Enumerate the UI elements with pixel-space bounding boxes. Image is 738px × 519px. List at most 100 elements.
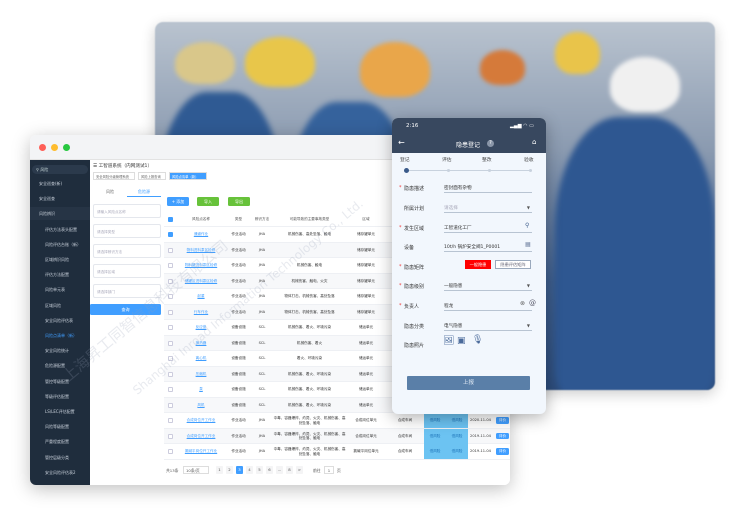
row-checkbox-cell[interactable] [164,351,176,366]
row-checkbox[interactable] [167,325,173,330]
row-checkbox-cell[interactable] [164,367,176,382]
at-contact-icon[interactable]: @ [529,299,536,307]
row-checkbox[interactable] [167,387,173,392]
sidebar-item[interactable]: 区域风险 [45,302,61,308]
page-button[interactable]: 6 [266,466,273,474]
evaluate-button[interactable]: 评价 [495,448,510,455]
row-checkbox[interactable] [167,263,173,268]
row-checkbox[interactable] [167,449,173,454]
evaluate-button[interactable]: 评价 [495,432,510,440]
row-checkbox-cell[interactable] [164,258,176,273]
query-button[interactable]: 查询 [90,304,161,315]
row-checkbox-cell[interactable] [164,336,176,351]
export-button[interactable]: 导出 [228,197,250,206]
sidebar-item[interactable]: 风险辨识 [30,207,90,221]
location-icon[interactable]: ⚲ [525,222,530,229]
row-checkbox-cell[interactable] [164,382,176,397]
risk-point-name-link-text[interactable]: 物料罐进料泵区检修 [184,263,218,268]
row-checkbox[interactable] [167,309,173,315]
row-checkbox-cell[interactable] [164,243,176,258]
page-button[interactable]: 2 [226,466,233,474]
risk-point-name-link-text[interactable]: 风机 [197,402,205,407]
matrix-button[interactable]: 隐患评估矩阵 [495,260,531,269]
field-input[interactable]: 一般隐患 ▼ [444,279,532,291]
page-size-select[interactable]: 10条/页 [183,466,209,474]
sidebar-item[interactable]: 安全风险统计 [45,348,69,354]
scan-icon[interactable]: ▦ [525,241,531,248]
risk-point-name-link-text[interactable]: 离心机 [195,356,207,361]
sidebar-item[interactable]: 危险源配置 [45,363,65,369]
sidebar-item[interactable]: 安全风险评估表 [45,317,73,323]
risk-point-name-link-text[interactable]: 通道作业 [193,232,209,237]
sidebar-item[interactable]: 区域辨识风险 [45,257,69,262]
risk-point-name-link-text[interactable]: 合成岗位开工作业 [186,433,216,438]
row-checkbox[interactable] [167,433,173,439]
sidebar-item[interactable]: 风险评估台账（新） [45,241,81,247]
field-input[interactable]: 10t/h 锅炉安全阀1_P0001 [444,240,532,252]
sidebar-item[interactable]: 风险单元表 [45,287,65,293]
sidebar-item[interactable]: 安全风险评估表2 [45,469,76,475]
field-input[interactable]: 请选择 ▼ [444,201,532,213]
page-button[interactable]: > [296,466,303,474]
row-checkbox-cell[interactable] [164,274,176,289]
row-checkbox[interactable] [167,232,173,237]
page-button[interactable]: 1 [216,466,223,474]
tab-hazard-source[interactable]: 危险源 [127,185,161,197]
sidebar-item[interactable]: 评估方法配置 [45,272,69,278]
evaluate-button[interactable]: 评价 [495,417,510,424]
sidebar-item[interactable]: LS\LEC评估配置 [45,409,75,414]
risk-point-name-link-text[interactable]: 压缩机 [195,371,207,376]
sidebar-item[interactable]: 等级评估配置 [45,393,69,399]
page-button[interactable]: 3 [236,466,243,474]
field-input[interactable]: 密封面有杂物 [444,181,532,193]
filter-input[interactable]: 请输入风险点名称 [93,204,161,218]
sidebar-item[interactable]: 严重程度配置 [45,439,69,445]
select-all-checkbox-cell[interactable] [164,212,176,227]
page-tab[interactable]: 安全风险分级管理系统 [93,172,135,180]
help-icon[interactable]: ? [487,140,494,147]
maximize-window-button[interactable] [63,144,70,151]
field-input[interactable]: 电气隐患 ▼ [444,319,532,331]
row-checkbox-cell[interactable] [164,398,176,413]
add-photo-icon[interactable]: 🖼 [443,336,455,346]
risk-point-name-link-text[interactable]: 起重 [197,294,205,299]
row-checkbox[interactable] [167,340,173,346]
row-checkbox[interactable] [167,294,173,299]
tab-risk[interactable]: 风险 [106,189,114,194]
back-arrow-icon[interactable]: ← [398,138,405,147]
risk-point-name-link-text[interactable]: 泵 [199,387,203,392]
row-checkbox[interactable] [167,402,173,408]
filter-input[interactable]: 请选择区域 [93,264,161,278]
filter-input[interactable]: 请选择辨识方法 [93,244,161,258]
sidebar-item[interactable]: 风险等级配置 [45,424,69,430]
row-checkbox-cell[interactable] [164,413,176,428]
filter-input[interactable]: 请选择类型 [93,224,161,238]
field-input[interactable]: 工智道化工厂 [444,221,532,233]
import-button[interactable]: 导入 [197,197,219,206]
risk-point-name-link-text[interactable]: 行车作业 [193,309,209,314]
sidebar-item[interactable]: 管控层级分类 [45,454,69,460]
sidebar-search-input[interactable]: ⚲ 风险 [32,165,88,174]
sidebar-item[interactable]: 安全巡查 [39,196,55,202]
field-input[interactable]: 程龙 [444,299,532,311]
row-checkbox[interactable] [167,418,173,423]
clear-icon[interactable]: ⊗ [520,300,526,307]
minimize-window-button[interactable] [51,144,58,151]
risk-point-name-link-text[interactable]: 合成岗位开工作业 [186,418,216,423]
row-checkbox-cell[interactable] [164,227,176,242]
row-checkbox-cell[interactable] [164,305,176,320]
row-checkbox[interactable] [167,371,173,377]
row-checkbox-cell[interactable] [164,289,176,304]
filter-input[interactable]: 请选择部门 [93,284,161,298]
sidebar-item[interactable]: 风险点清单（新） [45,333,77,338]
home-icon[interactable]: ⌂ [532,138,537,146]
risk-point-name-link-text[interactable]: 储罐区进料泵区检修 [184,278,218,283]
row-checkbox-cell[interactable] [164,444,176,459]
row-checkbox-cell[interactable] [164,429,176,444]
risk-point-name-link-text[interactable]: 氯碱平岗位开工作业 [184,449,218,454]
risk-point-name-link-text[interactable]: 物料进料泵区检修 [186,247,216,252]
add-voice-icon[interactable]: 🎙 [472,335,484,345]
page-tab[interactable]: 风险点清单（新） [169,172,207,180]
page-button[interactable]: 5 [256,466,263,474]
page-tab[interactable]: 风险上报查询 [138,172,166,180]
